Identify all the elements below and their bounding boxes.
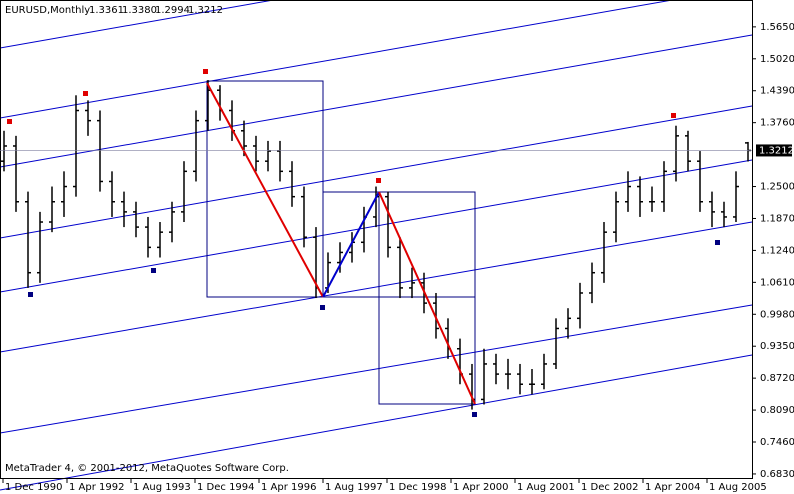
box xyxy=(378,191,476,405)
fractal-up xyxy=(83,91,88,96)
current-price-label: 1.3212 xyxy=(759,145,794,156)
fractal-up xyxy=(671,113,676,118)
footer: MetaTrader 4, © 2001-2012, MetaQuotes So… xyxy=(5,463,289,474)
x-tick-label: 1 Dec 1998 xyxy=(389,482,447,493)
current-price-box xyxy=(756,144,792,157)
channel-line xyxy=(0,34,753,168)
zigzag-down xyxy=(378,191,476,405)
y-tick-label: 1.3760 xyxy=(760,118,794,129)
channel-line xyxy=(0,105,753,239)
quote-high: 1.3380 xyxy=(122,5,157,16)
y-tick-label: 1.4390 xyxy=(760,86,794,97)
quote-close: 1.3212 xyxy=(188,5,223,16)
fractal-down xyxy=(28,292,33,297)
y-tick-label: 1.1240 xyxy=(760,245,794,256)
boxes xyxy=(206,80,476,405)
bars xyxy=(1,80,751,410)
x-tick-label: 1 Aug 2001 xyxy=(517,482,575,493)
channel-lines xyxy=(0,0,753,491)
x-tick-label: 1 Dec 1990 xyxy=(5,482,63,493)
y-tick-label: 1.1870 xyxy=(760,213,794,224)
y-tick-label: 1.5020 xyxy=(760,54,794,65)
y-tick-label: 0.9980 xyxy=(760,309,794,320)
y-tick-label: 1.2500 xyxy=(760,182,794,193)
y-tick-label: 0.9350 xyxy=(760,341,794,352)
x-tick-label: 1 Apr 2004 xyxy=(645,482,700,493)
axes: 1.5650 1.5020 1.4390 1.3760 1.2500 1.1870 1.12… xyxy=(0,22,794,493)
zigzag xyxy=(206,82,476,405)
fractal-markers xyxy=(7,69,720,417)
x-tick-label: 1 Aug 1997 xyxy=(325,482,383,493)
quote-header: 1.3361 1.3380 1.2994 1.3212 xyxy=(89,5,223,16)
x-tick-label: 1 Aug 1993 xyxy=(133,482,191,493)
y-tick-label: 0.8720 xyxy=(760,373,794,384)
fractal-down xyxy=(472,412,477,417)
quote-low: 1.2994 xyxy=(155,5,190,16)
fractal-up xyxy=(203,69,208,74)
channel-line xyxy=(0,354,753,491)
x-tick-label: 1 Aug 2005 xyxy=(709,482,767,493)
x-tick-label: 1 Apr 1996 xyxy=(261,482,316,493)
channel-line xyxy=(0,221,753,353)
fractal-down xyxy=(715,240,720,245)
y-tick-label: 0.8090 xyxy=(760,405,794,416)
x-tick-label: 1 Dec 2002 xyxy=(581,482,639,493)
y-tick-label: 0.6830 xyxy=(760,469,794,480)
fractal-down xyxy=(320,305,325,310)
channel-line xyxy=(0,0,676,119)
chart-title: EURUSD,Monthly xyxy=(5,5,90,16)
fractal-up xyxy=(376,178,381,183)
y-tick-label: 0.7460 xyxy=(760,437,794,448)
zigzag-down xyxy=(206,82,324,298)
channel-line xyxy=(0,0,277,49)
quote-open: 1.3361 xyxy=(89,5,124,16)
x-tick-label: 1 Apr 2000 xyxy=(453,482,508,493)
x-tick-label: 1 Apr 1992 xyxy=(69,482,124,493)
y-tick-label: 1.0610 xyxy=(760,277,794,288)
fractal-up xyxy=(7,119,12,124)
box xyxy=(206,80,324,298)
plot-border xyxy=(0,0,753,479)
channel-line xyxy=(0,304,753,434)
x-tick-label: 1 Dec 1994 xyxy=(197,482,255,493)
fractal-down xyxy=(151,268,156,273)
y-tick-label: 1.5650 xyxy=(760,22,794,33)
zigzag-up xyxy=(322,191,380,298)
